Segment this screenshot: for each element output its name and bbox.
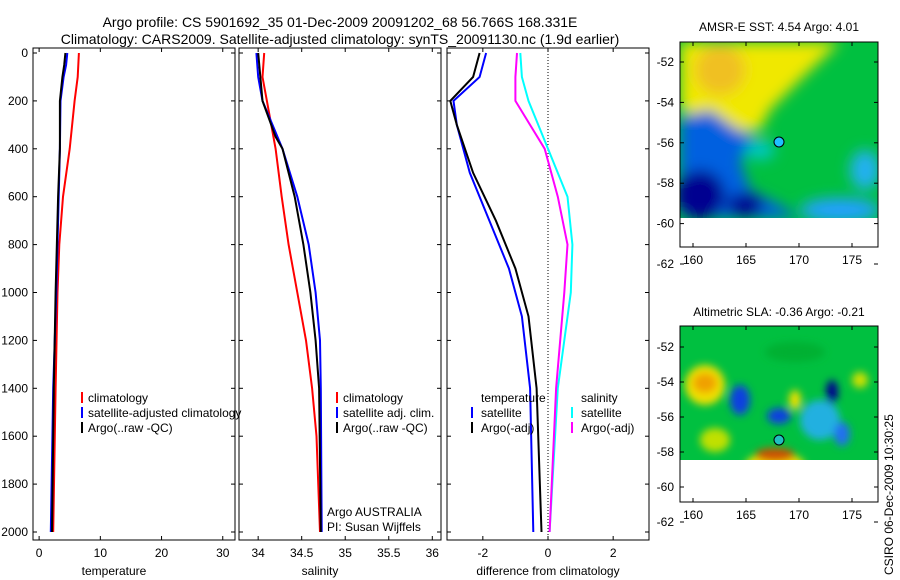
series-line bbox=[449, 52, 543, 533]
x-tick-label: 36 bbox=[426, 546, 440, 560]
legend-title: temperature bbox=[481, 391, 546, 405]
argo-location-marker bbox=[773, 136, 785, 148]
profile-panel-2: 34 34.5 35 35.5 36 salinity climatologysatelli… bbox=[238, 47, 442, 578]
sla-map-title: Altimetric SLA: -0.36 Argo: -0.21 bbox=[693, 305, 865, 319]
x-tick-label: 0 bbox=[545, 546, 552, 560]
y-tick-label: -56 bbox=[657, 136, 675, 150]
x-tick-label: 0 bbox=[36, 546, 43, 560]
series-line bbox=[261, 52, 321, 533]
sst-map-field bbox=[680, 42, 878, 218]
legend-label: Argo(-adj) bbox=[581, 421, 634, 435]
x-axis-label: salinity bbox=[302, 564, 339, 578]
y-tick-label: 2000 bbox=[1, 525, 28, 539]
y-tick-label: 800 bbox=[8, 238, 28, 252]
y-tick-label: 1400 bbox=[1, 381, 28, 395]
x-tick-label: 2 bbox=[610, 546, 617, 560]
y-tick-label: -52 bbox=[657, 340, 675, 354]
footer-stamp: CSIRO 06-Dec-2009 10:30:25 bbox=[882, 414, 896, 575]
legend-label: satellite bbox=[481, 406, 522, 420]
y-tick-label: -58 bbox=[657, 445, 675, 459]
y-tick-label: -60 bbox=[657, 217, 675, 231]
x-tick-label: 165 bbox=[736, 508, 756, 522]
y-tick-label: -62 bbox=[657, 257, 675, 271]
legend-label: Argo(..raw -QC) bbox=[88, 421, 173, 435]
series-line bbox=[255, 52, 323, 533]
y-tick-label: 1000 bbox=[1, 286, 28, 300]
legend-label: Argo(..raw -QC) bbox=[343, 421, 428, 435]
x-tick-label: 170 bbox=[789, 508, 809, 522]
plot-frame bbox=[238, 47, 442, 541]
y-tick-label: -54 bbox=[657, 95, 675, 109]
legend: temperature salinitysatelliteArgo(-adj)sa… bbox=[471, 391, 634, 435]
y-tick-label: 1200 bbox=[1, 333, 28, 347]
x-tick-label: 160 bbox=[683, 253, 703, 267]
x-tick-label: -2 bbox=[478, 546, 489, 560]
legend-label: climatology bbox=[88, 391, 148, 405]
sst-map-frame bbox=[679, 41, 879, 248]
y-tick-label: -54 bbox=[657, 375, 675, 389]
sst-map: AMSR-E SST: 4.54 Argo: 4.01 160 165 170 175… bbox=[657, 20, 879, 271]
series-line bbox=[514, 52, 569, 533]
x-axis-label: temperature bbox=[82, 564, 147, 578]
legend-label: satellite-adjusted climatology bbox=[88, 406, 241, 420]
y-tick-label: 1800 bbox=[1, 477, 28, 491]
y-tick-label: 400 bbox=[8, 142, 28, 156]
legend-title: salinity bbox=[581, 391, 618, 405]
x-tick-label: 160 bbox=[683, 508, 703, 522]
sla-map: Altimetric SLA: -0.36 Argo: -0.21 160 165… bbox=[657, 305, 879, 529]
x-tick-label: 35 bbox=[339, 546, 353, 560]
legend-label: Argo(-adj) bbox=[481, 421, 534, 435]
x-axis-label: difference from climatology bbox=[476, 564, 619, 578]
title-line-2: Climatology: CARS2009. Satellite-adjuste… bbox=[61, 31, 619, 47]
annotation-text: Argo AUSTRALIA bbox=[327, 505, 422, 519]
argo-location-marker bbox=[773, 434, 785, 446]
y-tick-label: -62 bbox=[657, 515, 675, 529]
y-tick-label: -60 bbox=[657, 480, 675, 494]
x-tick-label: 20 bbox=[155, 546, 169, 560]
x-tick-label: 170 bbox=[789, 253, 809, 267]
legend-label: satellite adj. clim. bbox=[343, 406, 434, 420]
sla-map-field bbox=[680, 326, 878, 460]
x-tick-label: 10 bbox=[94, 546, 108, 560]
series-line bbox=[52, 52, 80, 533]
x-tick-label: 35.5 bbox=[377, 546, 401, 560]
profile-panel-3: -2 0 2 difference from climatology temperatu… bbox=[446, 47, 650, 578]
series-line bbox=[452, 52, 535, 533]
plot-frame bbox=[32, 47, 236, 541]
legend-label: climatology bbox=[343, 391, 403, 405]
annotation-text: PI: Susan Wijffels bbox=[327, 520, 421, 534]
series-line bbox=[519, 52, 574, 533]
profile-panel-1: 0 200 400 600 800 1000 1200 1400 1600 1800 2000 0 10… bbox=[1, 46, 241, 578]
x-tick-label: 165 bbox=[736, 253, 756, 267]
title-line-1: Argo profile: CS 5901692_35 01-Dec-2009 … bbox=[103, 14, 578, 30]
y-tick-label: -58 bbox=[657, 176, 675, 190]
x-tick-label: 30 bbox=[216, 546, 230, 560]
series-line bbox=[257, 52, 322, 533]
x-tick-label: 175 bbox=[842, 508, 862, 522]
sla-map-frame bbox=[679, 325, 879, 503]
y-tick-label: 600 bbox=[8, 190, 28, 204]
y-tick-label: 200 bbox=[8, 94, 28, 108]
x-tick-label: 34 bbox=[251, 546, 265, 560]
y-tick-label: 0 bbox=[21, 46, 28, 60]
sst-map-title: AMSR-E SST: 4.54 Argo: 4.01 bbox=[699, 20, 859, 34]
y-tick-label: -52 bbox=[657, 55, 675, 69]
x-tick-label: 175 bbox=[842, 253, 862, 267]
legend-label: satellite bbox=[581, 406, 622, 420]
y-tick-label: -56 bbox=[657, 410, 675, 424]
x-tick-label: 34.5 bbox=[290, 546, 314, 560]
y-tick-label: 1600 bbox=[1, 429, 28, 443]
series-line bbox=[51, 52, 67, 533]
